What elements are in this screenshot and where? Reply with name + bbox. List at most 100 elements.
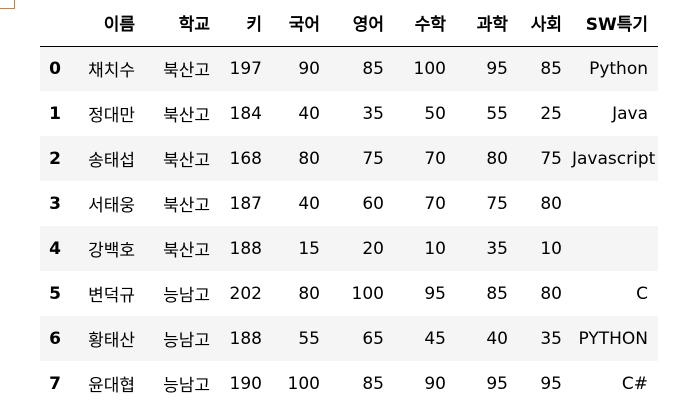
cell-science: 40 bbox=[486, 328, 508, 349]
cell-sw: C# bbox=[621, 373, 648, 394]
cell-social: 80 bbox=[540, 193, 562, 214]
cell-sw: Javascript bbox=[572, 148, 656, 169]
table-row: 1 정대만 북산고 184 40 35 50 55 25 Java bbox=[40, 91, 658, 136]
header-school: 학교 bbox=[145, 0, 220, 47]
cell-math: 70 bbox=[424, 148, 446, 169]
cell-height: 184 bbox=[229, 103, 262, 124]
table-row: 6 황태산 능남고 188 55 65 45 40 35 PYTHON bbox=[40, 316, 658, 361]
cell-science: 95 bbox=[486, 373, 508, 394]
cell-social: 95 bbox=[540, 373, 562, 394]
row-index: 4 bbox=[49, 238, 61, 259]
cell-name: 윤대협 bbox=[88, 376, 135, 396]
row-index: 3 bbox=[49, 193, 61, 214]
cell-social: 80 bbox=[540, 283, 562, 304]
cell-sw: C bbox=[636, 283, 648, 304]
header-index bbox=[40, 0, 70, 47]
cell-name: 정대만 bbox=[88, 106, 135, 126]
dataframe-output: 이름 학교 키 국어 영어 수학 과학 사회 SW특기 0 채치수 북산고 19… bbox=[40, 0, 658, 406]
cell-social: 75 bbox=[540, 148, 562, 169]
cell-sw: PYTHON bbox=[578, 328, 648, 349]
cell-math: 70 bbox=[424, 193, 446, 214]
cell-science: 55 bbox=[486, 103, 508, 124]
table-row: 2 송태섭 북산고 168 80 75 70 80 75 Javascript bbox=[40, 136, 658, 181]
header-row: 이름 학교 키 국어 영어 수학 과학 사회 SW특기 bbox=[40, 0, 658, 47]
cell-height: 188 bbox=[229, 328, 262, 349]
cell-math: 100 bbox=[413, 58, 446, 79]
cell-social: 10 bbox=[540, 238, 562, 259]
cell-korean: 40 bbox=[298, 103, 320, 124]
cell-school: 북산고 bbox=[163, 241, 210, 261]
cell-sw: Java bbox=[612, 103, 648, 124]
cell-height: 202 bbox=[229, 283, 262, 304]
cell-height: 168 bbox=[229, 148, 262, 169]
cell-school: 능남고 bbox=[163, 331, 210, 351]
table-row: 4 강백호 북산고 188 15 20 10 35 10 bbox=[40, 226, 658, 271]
table-row: 7 윤대협 능남고 190 100 85 90 95 95 C# bbox=[40, 361, 658, 406]
row-index: 1 bbox=[49, 103, 61, 124]
table-body: 0 채치수 북산고 197 90 85 100 95 85 Python 1 정… bbox=[40, 46, 658, 406]
cell-science: 95 bbox=[486, 58, 508, 79]
cell-english: 85 bbox=[362, 58, 384, 79]
cell-name: 강백호 bbox=[88, 241, 135, 261]
header-name: 이름 bbox=[70, 0, 145, 47]
cell-school: 능남고 bbox=[163, 376, 210, 396]
cell-korean: 40 bbox=[298, 193, 320, 214]
cell-school: 북산고 bbox=[163, 196, 210, 216]
cell-math: 10 bbox=[424, 238, 446, 259]
cell-english: 100 bbox=[351, 283, 384, 304]
cell-english: 20 bbox=[362, 238, 384, 259]
dataframe-table: 이름 학교 키 국어 영어 수학 과학 사회 SW특기 0 채치수 북산고 19… bbox=[40, 0, 658, 406]
table-row: 0 채치수 북산고 197 90 85 100 95 85 Python bbox=[40, 46, 658, 91]
header-science: 과학 bbox=[456, 0, 518, 47]
header-english: 영어 bbox=[330, 0, 394, 47]
cell-english: 75 bbox=[362, 148, 384, 169]
cell-english: 85 bbox=[362, 373, 384, 394]
cell-sw bbox=[572, 226, 658, 271]
cell-english: 65 bbox=[362, 328, 384, 349]
cell-science: 35 bbox=[486, 238, 508, 259]
cell-korean: 100 bbox=[287, 373, 320, 394]
header-math: 수학 bbox=[394, 0, 456, 47]
cell-height: 188 bbox=[229, 238, 262, 259]
cell-social: 25 bbox=[540, 103, 562, 124]
header-sw: SW특기 bbox=[572, 0, 658, 47]
table-row: 5 변덕규 능남고 202 80 100 95 85 80 C bbox=[40, 271, 658, 316]
row-index: 2 bbox=[49, 148, 61, 169]
cell-sw: Python bbox=[589, 58, 648, 79]
cell-output-corner-mark bbox=[0, 0, 15, 9]
cell-korean: 90 bbox=[298, 58, 320, 79]
cell-school: 북산고 bbox=[163, 106, 210, 126]
cell-name: 송태섭 bbox=[88, 151, 135, 171]
row-index: 5 bbox=[49, 283, 61, 304]
cell-korean: 55 bbox=[298, 328, 320, 349]
cell-science: 85 bbox=[486, 283, 508, 304]
header-height: 키 bbox=[220, 0, 272, 47]
cell-math: 90 bbox=[424, 373, 446, 394]
cell-height: 187 bbox=[229, 193, 262, 214]
cell-name: 황태산 bbox=[88, 331, 135, 351]
row-index: 6 bbox=[49, 328, 61, 349]
cell-korean: 15 bbox=[298, 238, 320, 259]
cell-math: 50 bbox=[424, 103, 446, 124]
cell-school: 능남고 bbox=[163, 286, 210, 306]
cell-name: 변덕규 bbox=[88, 286, 135, 306]
cell-name: 서태웅 bbox=[88, 196, 135, 216]
cell-korean: 80 bbox=[298, 148, 320, 169]
cell-name: 채치수 bbox=[88, 61, 135, 82]
cell-school: 북산고 bbox=[163, 151, 210, 171]
cell-korean: 80 bbox=[298, 283, 320, 304]
cell-english: 35 bbox=[362, 103, 384, 124]
cell-sw bbox=[572, 181, 658, 226]
row-index: 7 bbox=[49, 373, 61, 394]
cell-math: 45 bbox=[424, 328, 446, 349]
cell-school: 북산고 bbox=[163, 61, 210, 82]
cell-math: 95 bbox=[424, 283, 446, 304]
cell-english: 60 bbox=[362, 193, 384, 214]
table-header: 이름 학교 키 국어 영어 수학 과학 사회 SW특기 bbox=[40, 0, 658, 47]
cell-height: 197 bbox=[229, 58, 262, 79]
header-korean: 국어 bbox=[272, 0, 330, 47]
cell-science: 75 bbox=[486, 193, 508, 214]
cell-social: 85 bbox=[540, 58, 562, 79]
cell-height: 190 bbox=[229, 373, 262, 394]
table-row: 3 서태웅 북산고 187 40 60 70 75 80 bbox=[40, 181, 658, 226]
